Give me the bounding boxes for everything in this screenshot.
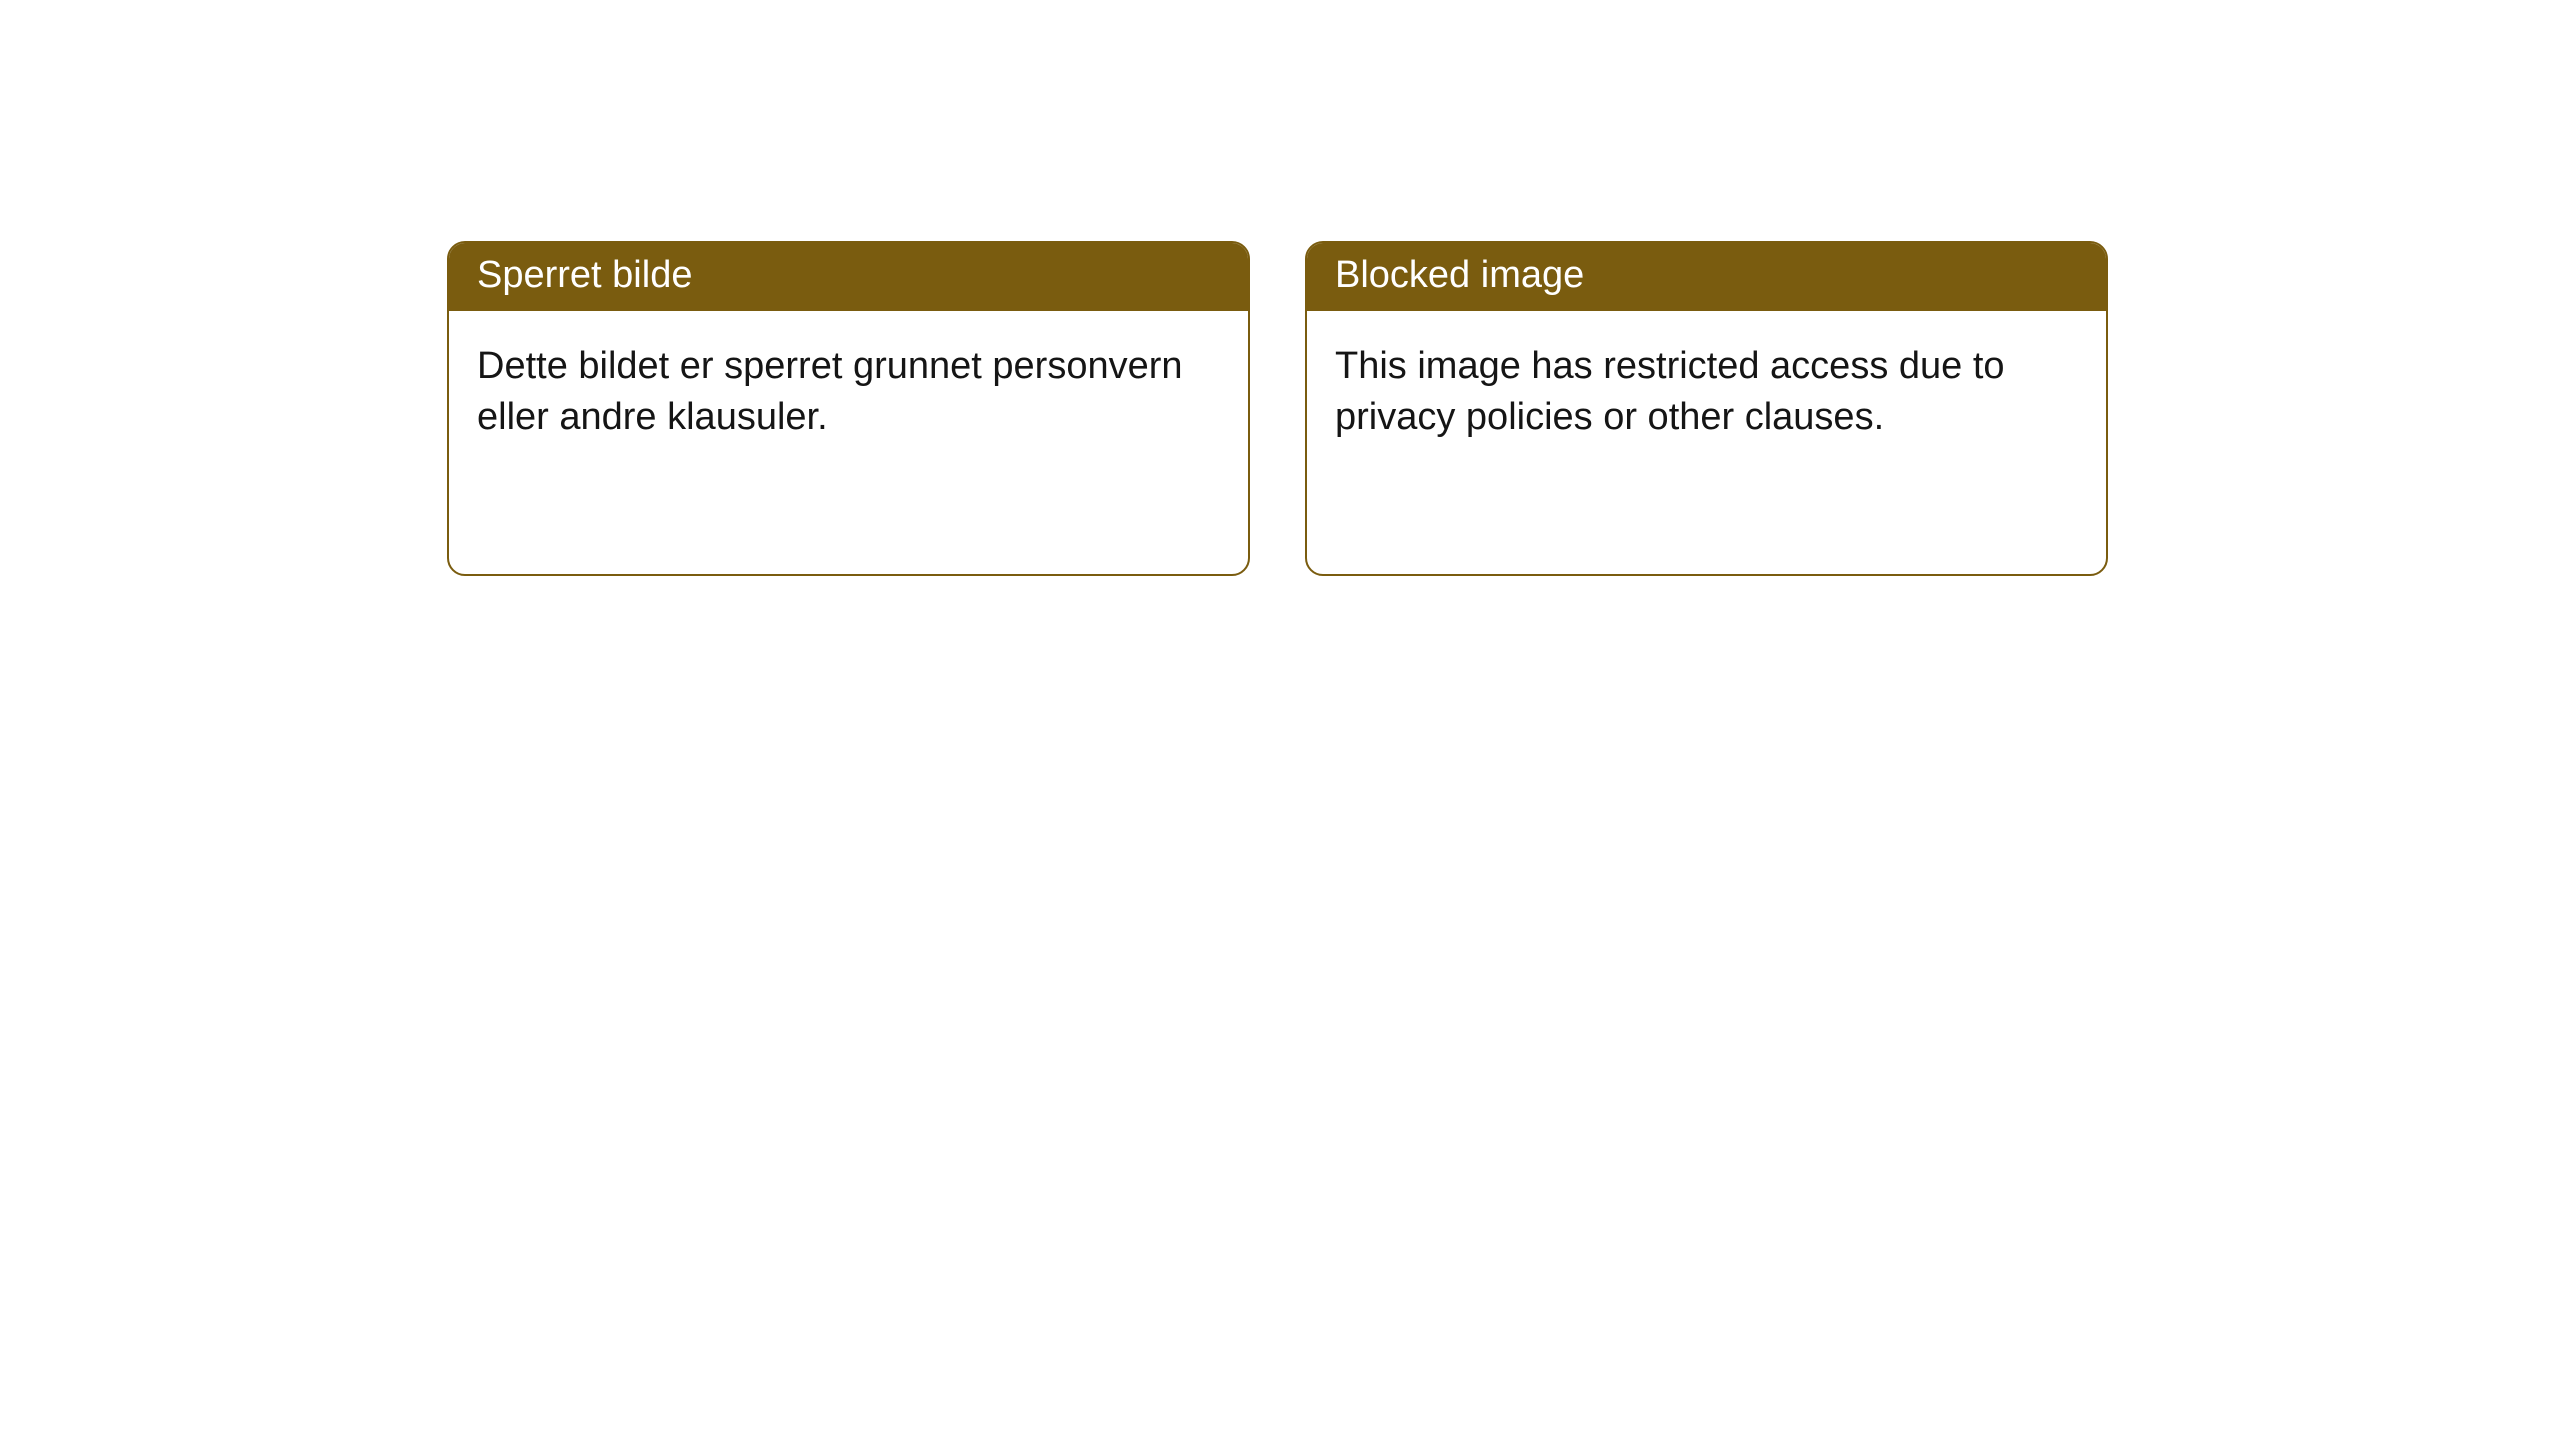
notice-card-norwegian: Sperret bilde Dette bildet er sperret gr… bbox=[447, 241, 1250, 576]
notice-body: Dette bildet er sperret grunnet personve… bbox=[449, 311, 1248, 464]
notice-header: Sperret bilde bbox=[449, 243, 1248, 311]
notice-container: Sperret bilde Dette bildet er sperret gr… bbox=[0, 0, 2560, 576]
notice-card-english: Blocked image This image has restricted … bbox=[1305, 241, 2108, 576]
notice-header: Blocked image bbox=[1307, 243, 2106, 311]
notice-body: This image has restricted access due to … bbox=[1307, 311, 2106, 464]
